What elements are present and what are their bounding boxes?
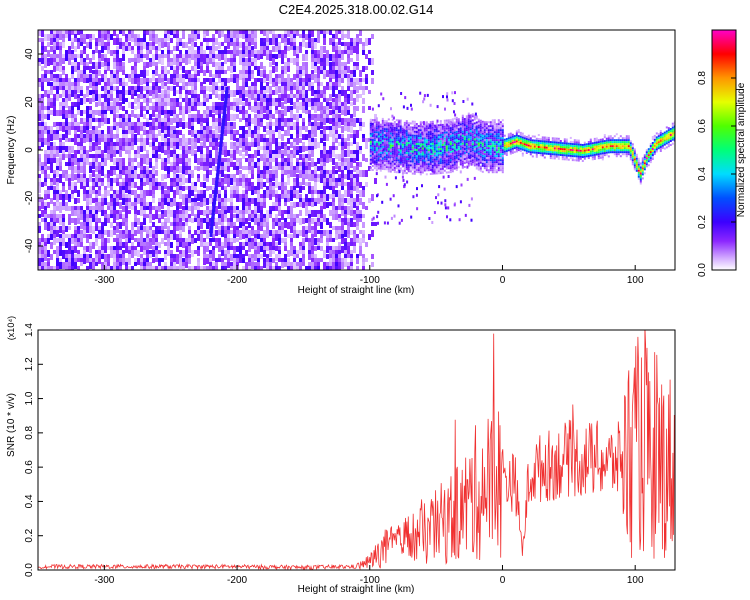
colorbar-tick-label: 0.4 xyxy=(697,167,708,181)
x-tick-label: -200 xyxy=(227,575,247,586)
snr-frame xyxy=(37,329,676,571)
y-tick-label: 40 xyxy=(24,48,35,60)
y-tick-label: 0.0 xyxy=(24,563,35,577)
spectrogram-heatmap xyxy=(38,30,675,270)
snr-line xyxy=(38,330,675,570)
x-tick-label: -300 xyxy=(94,575,114,586)
spectrogram-y-label: Frequency (Hz) xyxy=(6,116,17,185)
y-tick-label: 1.4 xyxy=(24,323,35,337)
x-tick-label: -100 xyxy=(360,575,380,586)
snr-x-label: Height of straight line (km) xyxy=(298,584,415,595)
x-tick-label: 100 xyxy=(627,275,644,286)
spectrogram-y-axis: -40 -20 0 20 40 xyxy=(24,48,43,253)
colorbar-tick-label: 0.8 xyxy=(697,71,708,85)
y-tick-label: 1.2 xyxy=(24,357,35,371)
x-tick-label: 0 xyxy=(500,575,506,586)
snr-x-axis: -300 -200 -100 0 100 xyxy=(94,565,644,586)
colorbar-tick-label: 0.2 xyxy=(697,215,708,229)
y-tick-label: -40 xyxy=(24,238,35,253)
x-tick-label: 0 xyxy=(500,275,506,286)
snr-y-multiplier: (x10⁴) xyxy=(6,316,16,340)
x-tick-label: -200 xyxy=(227,275,247,286)
snr-series xyxy=(38,330,675,570)
y-tick-label: 0.2 xyxy=(24,528,35,542)
spectrogram-x-axis: -300 -200 -100 0 100 xyxy=(94,265,644,286)
colorbar-tick-label: 0.0 xyxy=(697,263,708,277)
x-tick-label: -300 xyxy=(94,275,114,286)
figure-title: C2E4.2025.318.00.02.G14 xyxy=(279,2,434,17)
colorbar-label: Normalized spectral amplitude xyxy=(736,82,747,217)
y-tick-label: 0 xyxy=(24,147,35,153)
colorbar-gradient xyxy=(711,29,737,271)
spectrogram-x-label: Height of straight line (km) xyxy=(298,285,415,296)
x-tick-label: -100 xyxy=(360,275,380,286)
snr-panel: -300 -200 -100 0 100 0.0 0.2 0.4 0.6 0.8 1.0 1.2 1.… xyxy=(6,316,676,595)
y-tick-label: 0.8 xyxy=(24,425,35,439)
snr-y-axis: 0.0 0.2 0.4 0.6 0.8 1.0 1.2 1.4 xyxy=(24,323,43,577)
y-tick-label: 0.4 xyxy=(24,494,35,508)
y-tick-label: 20 xyxy=(24,96,35,108)
colorbar-axis: 0.0 0.2 0.4 0.6 0.8 xyxy=(697,71,736,277)
y-tick-label: 1.0 xyxy=(24,391,35,405)
colorbar: 0.0 0.2 0.4 0.6 0.8 Normalized spectral ampl… xyxy=(697,29,747,277)
y-tick-label: 0.6 xyxy=(24,460,35,474)
y-tick-label: -20 xyxy=(24,190,35,205)
colorbar-tick-label: 0.6 xyxy=(697,119,708,133)
x-tick-label: 100 xyxy=(627,575,644,586)
snr-y-label: SNR (10 * v/v) xyxy=(6,393,17,457)
